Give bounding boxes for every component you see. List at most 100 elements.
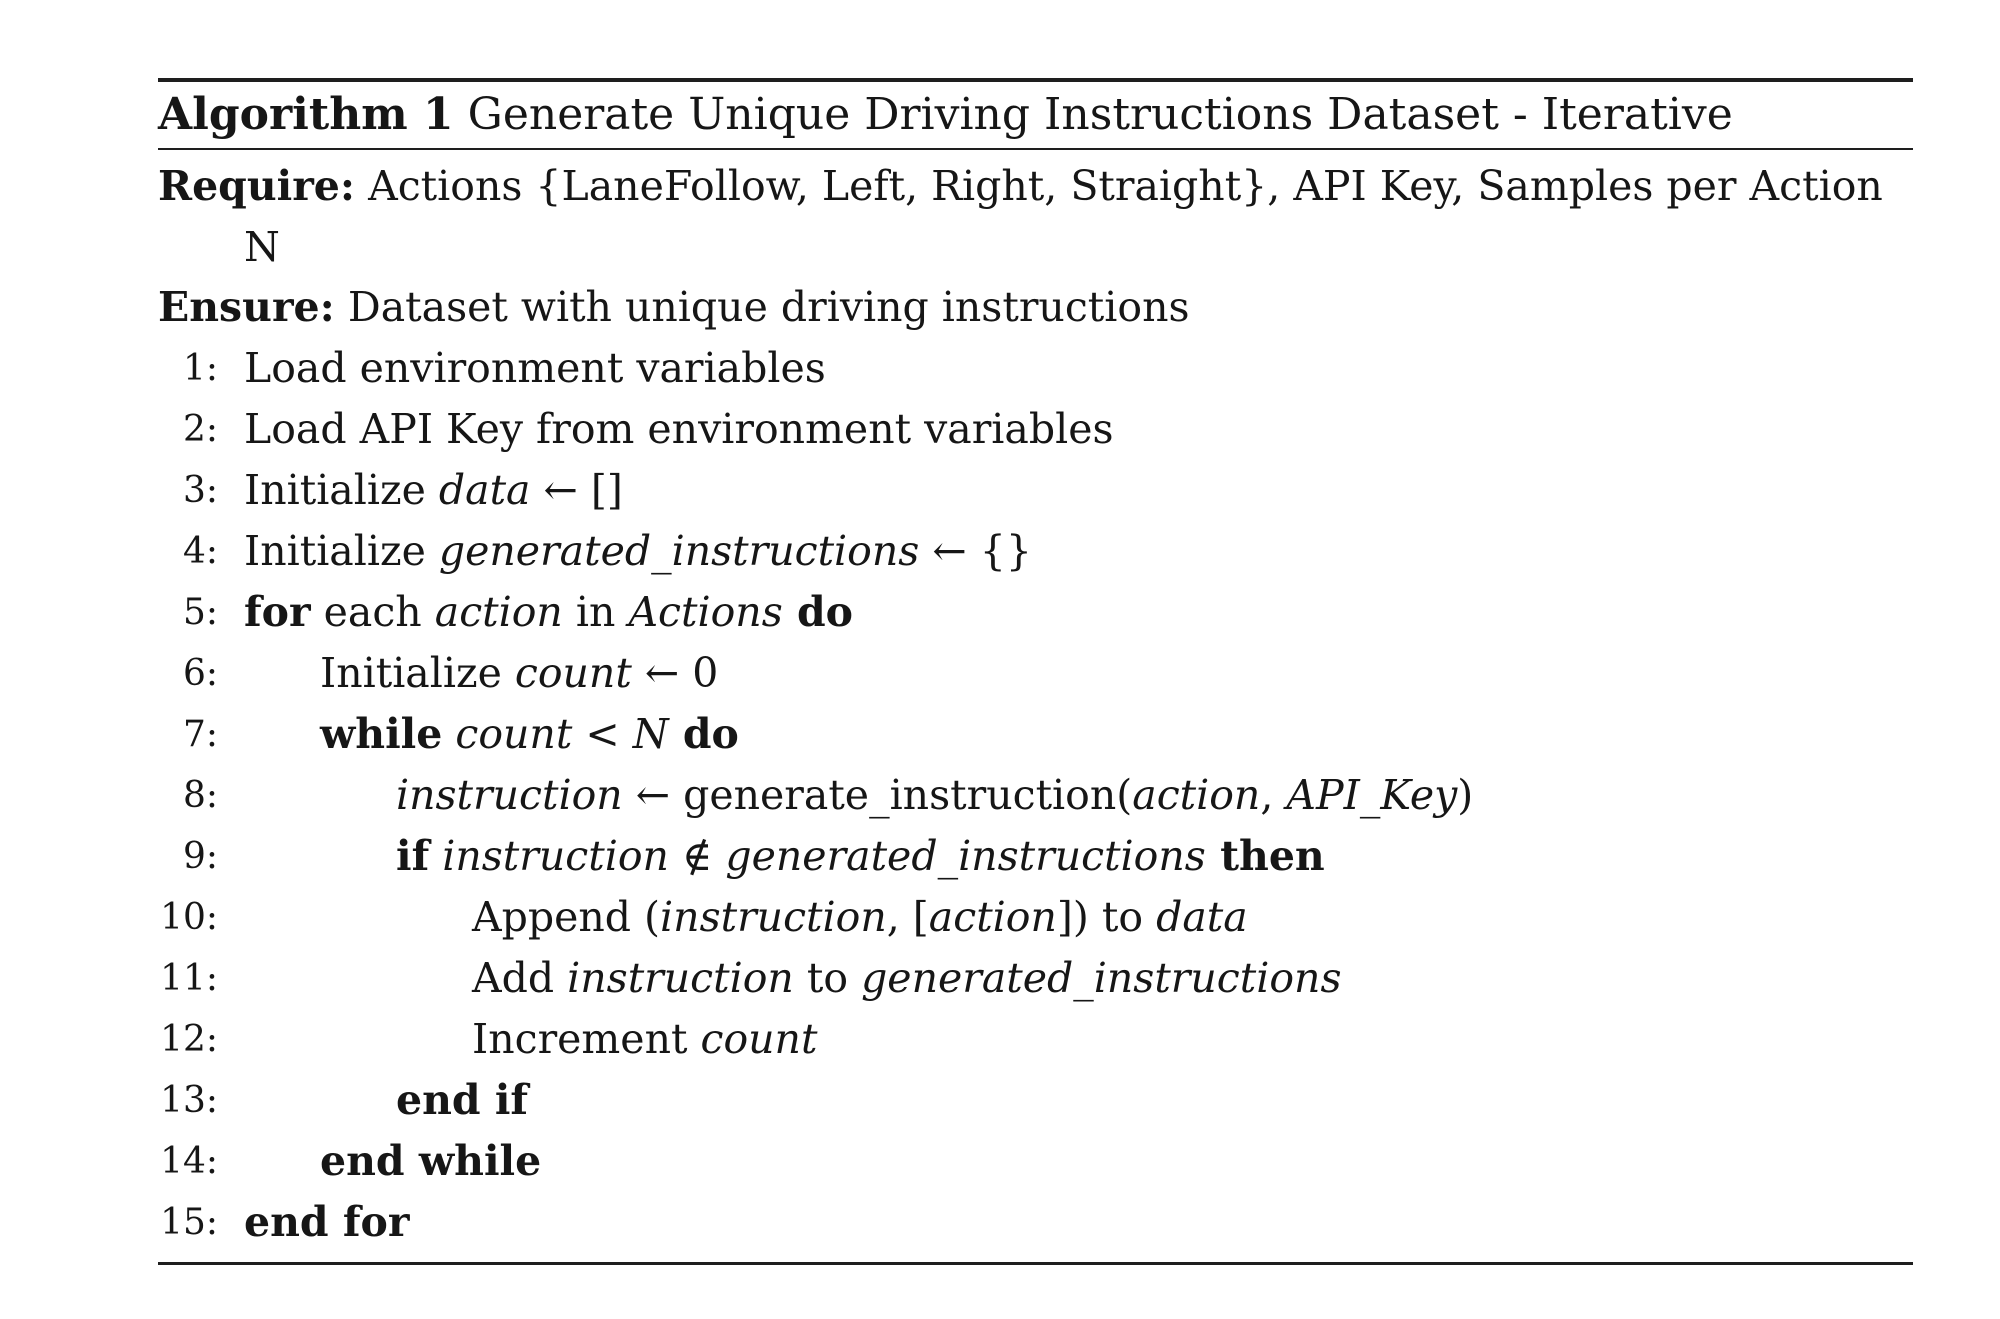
text-segment: Initialize [244, 527, 439, 575]
variable: action [1132, 771, 1261, 819]
algorithm-line: 2: Load API Key from environment variable… [158, 399, 1913, 460]
line-text: instruction ← generate_instruction(actio… [396, 765, 1473, 826]
line-text: while count < N do [320, 704, 739, 765]
text-segment: Load environment variables [244, 344, 826, 392]
keyword: do [782, 588, 854, 636]
line-number: 5: [182, 592, 218, 633]
variable: data [438, 466, 531, 514]
text-segment: Add [472, 954, 568, 1002]
keyword: do [668, 710, 739, 758]
variable: count [514, 649, 632, 697]
text-segment: ← 0 [631, 649, 719, 697]
require-text: Actions {LaneFollow, Left, Right, Straig… [244, 162, 1883, 271]
variable: API_Key [1286, 771, 1458, 819]
line-text: Increment count [472, 1009, 817, 1070]
top-rule [158, 78, 1913, 82]
variable: instruction [396, 771, 623, 819]
keyword: end while [320, 1137, 542, 1185]
line-text: for each action in Actions do [244, 582, 853, 643]
line-text: Initialize generated_instructions ← {} [244, 521, 1032, 582]
algorithm-line: 6: Initialize count ← 0 [158, 643, 1913, 704]
text-segment: ← [] [530, 466, 623, 514]
keyword: while [320, 710, 443, 758]
algorithm-block: Algorithm 1 Generate Unique Driving Inst… [158, 78, 1913, 1265]
line-number: 4: [182, 531, 218, 572]
variable: instruction [567, 954, 794, 1002]
line-text: end if [396, 1070, 528, 1131]
algorithm-caption: Algorithm 1 Generate Unique Driving Inst… [158, 82, 1913, 148]
text-segment: Append ( [472, 893, 661, 941]
keyword: end for [244, 1198, 410, 1246]
variable: Actions [628, 588, 783, 636]
text-segment: to [793, 954, 862, 1002]
text-segment: Increment [472, 1015, 701, 1063]
text-segment: , [ [886, 893, 929, 941]
text-segment: ]) to [1056, 893, 1157, 941]
algorithm-line: 4: Initialize generated_instructions ← {} [158, 521, 1913, 582]
ensure-line: Ensure: Dataset with unique driving inst… [158, 277, 1913, 338]
algorithm-line: 15: end for [158, 1192, 1913, 1253]
line-number: 7: [182, 714, 218, 755]
bottom-rule [158, 1262, 1913, 1265]
line-text: Initialize count ← 0 [320, 643, 718, 704]
line-text: end for [244, 1192, 409, 1253]
line-number: 13: [160, 1080, 218, 1121]
line-number: 3: [182, 470, 218, 511]
line-number: 6: [182, 653, 218, 694]
text-segment: , [1260, 771, 1287, 819]
algorithm-title: Generate Unique Driving Instructions Dat… [467, 89, 1733, 140]
require-label: Require: [158, 162, 356, 210]
line-number: 2: [182, 409, 218, 450]
line-text: Append (instruction, [action]) to data [472, 887, 1248, 948]
algorithm-line: 11: Add instruction to generated_instruct… [158, 948, 1913, 1009]
text-segment: ← generate_instruction( [622, 771, 1133, 819]
variable: count [700, 1015, 818, 1063]
algorithm-line: 14: end while [158, 1131, 1913, 1192]
algorithm-label: Algorithm 1 [158, 89, 454, 140]
require-line: Require: Actions {LaneFollow, Left, Righ… [158, 156, 1913, 277]
line-number: 9: [182, 836, 218, 877]
variable: generated_instructions [861, 954, 1342, 1002]
keyword: then [1205, 832, 1325, 880]
line-text: end while [320, 1131, 541, 1192]
line-text: Load API Key from environment variables [244, 399, 1114, 460]
text-segment: < [572, 710, 633, 758]
variable: N [632, 710, 669, 758]
line-text: Add instruction to generated_instruction… [472, 948, 1342, 1009]
line-number: 15: [160, 1202, 218, 1243]
text-segment: ∉ [668, 832, 726, 880]
algorithm-line: 5: for each action in Actions do [158, 582, 1913, 643]
keyword: for [244, 588, 311, 636]
ensure-text: Dataset with unique driving instructions [347, 283, 1190, 331]
ensure-label: Ensure: [158, 283, 335, 331]
variable: action [928, 893, 1057, 941]
text-segment: Initialize [320, 649, 515, 697]
algorithm-line: 7: while count < N do [158, 704, 1913, 765]
algorithm-line: 8: instruction ← generate_instruction(act… [158, 765, 1913, 826]
algorithm-line: 12: Increment count [158, 1009, 1913, 1070]
text-segment: Initialize [244, 466, 439, 514]
text-segment: ← {} [919, 527, 1032, 575]
variable: instruction [429, 832, 669, 880]
variable: generated_instructions [438, 527, 920, 575]
variable: generated_instructions [725, 832, 1206, 880]
text-segment: each [310, 588, 435, 636]
variable: instruction [660, 893, 887, 941]
line-number: 8: [182, 775, 218, 816]
keyword: if [396, 832, 430, 880]
line-number: 1: [182, 348, 218, 389]
algorithm-line: 3: Initialize data ← [] [158, 460, 1913, 521]
algorithm-line: 10: Append (instruction, [action]) to dat… [158, 887, 1913, 948]
line-number: 10: [160, 897, 218, 938]
variable: action [434, 588, 563, 636]
line-number: 11: [160, 958, 218, 999]
variable: data [1156, 893, 1248, 941]
caption-rule [158, 148, 1913, 150]
keyword: end if [396, 1076, 529, 1124]
line-text: if instruction ∉ generated_instructions … [396, 826, 1325, 887]
line-number: 14: [160, 1141, 218, 1182]
variable: count [442, 710, 573, 758]
text-segment: in [562, 588, 629, 636]
algorithm-line: 9: if instruction ∉ generated_instruction… [158, 826, 1913, 887]
algorithm-lines: 1: Load environment variables 2: Load API K… [158, 338, 1913, 1253]
